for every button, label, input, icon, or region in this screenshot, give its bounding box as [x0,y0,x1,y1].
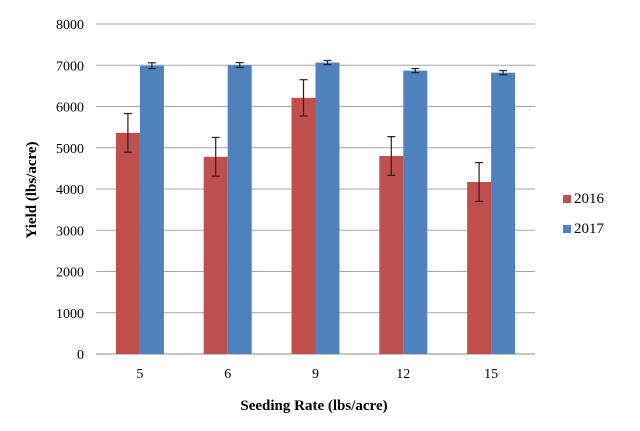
x-tick-label: 6 [224,367,231,382]
y-axis-label: Yield (lbs/acre) [24,141,40,238]
bar-2017 [139,65,164,354]
y-tick-label: 0 [77,348,84,363]
y-tick-label: 8000 [56,18,84,33]
bar-2016 [115,132,140,354]
bar-2017 [315,62,340,354]
bar-2017 [403,70,428,355]
y-tick-label: 6000 [56,101,84,116]
x-tick-label: 12 [396,367,410,382]
bar-2016 [379,156,404,354]
x-tick-label: 15 [484,367,498,382]
x-tick-label: 9 [312,367,319,382]
bar-2016 [467,181,492,354]
y-tick-label: 2000 [56,266,84,281]
bar-2017 [491,72,516,355]
bar-2016 [291,97,316,355]
legend-label: 2017 [574,221,605,237]
legend-label: 2016 [574,191,605,207]
legend-swatch [563,225,571,233]
y-tick-label: 7000 [56,59,84,74]
y-tick-label: 1000 [56,307,84,322]
x-tick-label: 5 [136,367,143,382]
legend-swatch [563,195,571,203]
bar-2017 [227,65,252,354]
x-axis-label: Seeding Rate (lbs/acre) [240,398,387,414]
y-tick-label: 4000 [56,183,84,198]
y-tick-label: 5000 [56,142,84,157]
y-tick-label: 3000 [56,224,84,239]
bar-2016 [203,156,228,354]
